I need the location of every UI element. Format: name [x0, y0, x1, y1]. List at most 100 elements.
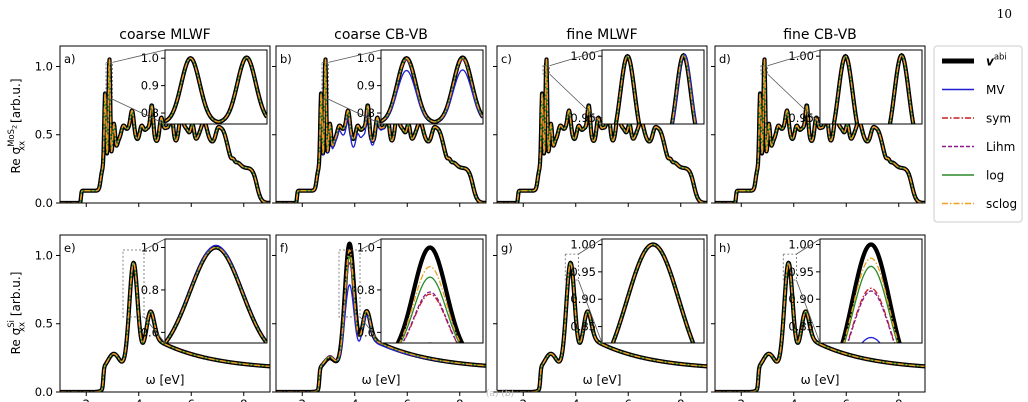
legend-label-text: MV [986, 83, 1005, 97]
x-tick-label: 2 [520, 397, 527, 402]
panel-label: d) [719, 52, 731, 66]
inset-y-tick-label: 0.6 [357, 325, 375, 339]
zoom-box [321, 61, 329, 100]
inset-y-tick-label: 1.00 [788, 237, 814, 251]
x-tick-label: 2 [299, 397, 306, 402]
panel-g: 2 4 6 8 g) 1.00 0.95 0.90 0.85 [493, 234, 708, 402]
legend-label-text: Lihm [986, 140, 1015, 154]
x-tick-label: 2 [738, 397, 745, 402]
inset-series-sclog [165, 56, 267, 123]
y-axis-label-bottom: Re σSixx [arb.u.] [7, 272, 28, 355]
inset-y-tick-label: 0.95 [570, 265, 596, 279]
legend-label-text: v [986, 55, 995, 69]
inset-frame [601, 49, 705, 125]
x-tick-label: 4 [572, 397, 579, 402]
y-tick-label: 0.0 [35, 385, 53, 399]
inset-frame [601, 238, 705, 344]
zoom-connector [767, 73, 821, 125]
column-title-2: coarse CB-VB [334, 27, 428, 43]
inset-series-log [399, 276, 461, 343]
inset: 1.00 0.95 [570, 49, 705, 125]
x-tick-label: 4 [351, 397, 358, 402]
inset-series-sclog [843, 257, 899, 343]
panel-b: b) 1.00.90.8 [272, 45, 487, 207]
legend-label: sclog [986, 197, 1017, 211]
x-tick-label: 6 [404, 397, 411, 402]
legend-label: sym [986, 112, 1011, 126]
column-title-3: fine MLWF [566, 27, 637, 43]
zoom-connector [578, 238, 603, 255]
legend-entry-sym: sym [942, 112, 1011, 126]
panel-frame [59, 234, 271, 393]
legend-label-text: sclog [986, 197, 1017, 211]
legend-entry-log: log [942, 169, 1004, 183]
zoom-connector [767, 49, 821, 67]
inset-y-tick-label: 0.8 [141, 106, 159, 120]
zoom-connector [143, 238, 166, 251]
inset: 1.0 0.8 0.6 [357, 238, 484, 344]
inset-frame [819, 49, 923, 125]
inset-y-tick-label: 0.85 [788, 320, 814, 334]
legend-entry-sclog: sclog [942, 197, 1017, 211]
inset-series-lihm [847, 290, 895, 343]
x-tick-label: 8 [677, 397, 684, 402]
inset-curves [840, 242, 902, 343]
series-line-sclog [715, 58, 925, 203]
inset-series-sclog [833, 54, 914, 124]
x-tick-label: 6 [188, 397, 195, 402]
inset-frame [380, 238, 484, 344]
zoom-box [760, 65, 768, 75]
zoom-connector [359, 316, 382, 344]
panel-frame [714, 45, 926, 204]
inset-curves [381, 55, 483, 124]
inset-y-tick-label: 0.9 [357, 79, 375, 93]
zoom-connector [359, 238, 382, 251]
x-tick-label: 6 [625, 397, 632, 402]
x-tick-label: 8 [456, 397, 463, 402]
inset-y-tick-label: 0.8 [357, 283, 375, 297]
zoom-connector [112, 49, 166, 63]
legend-entry-v: vabi [942, 53, 1007, 69]
caption: (a) (b) [486, 388, 514, 399]
inset-y-tick-label: 1.0 [357, 240, 375, 254]
zoom-box [782, 253, 797, 281]
panel-label: h) [719, 241, 731, 255]
legend-label: log [986, 169, 1004, 183]
y-tick-label: 1.0 [35, 248, 53, 262]
panel-label: b) [280, 52, 292, 66]
y-tick-label: 0.5 [35, 128, 53, 142]
inset-frame [164, 49, 268, 125]
inset: 1.0 0.8 0.6 [141, 238, 268, 344]
legend-box [933, 45, 1023, 223]
zoom-connector [328, 49, 382, 63]
inset-series-log [843, 265, 899, 343]
panel-label: a) [64, 52, 76, 66]
panel-frame [59, 45, 271, 204]
x-axis-label: ω [eV] [583, 373, 622, 387]
column-title-1: coarse MLWF [119, 27, 210, 43]
y-axis-label-top: Re σMoS2 xx [arb.u.] [7, 78, 28, 173]
inset-y-tick-label: 0.95 [570, 111, 596, 125]
panel-frame [714, 234, 926, 393]
legend-entry-mv: MV [942, 83, 1005, 97]
panel-label: f) [280, 241, 289, 255]
inset-y-tick-label: 1.0 [141, 240, 159, 254]
zoom-box [105, 61, 113, 100]
inset-y-tick-label: 0.8 [357, 106, 375, 120]
x-tick-label: 4 [135, 397, 142, 402]
y-label-suffix: [arb.u.] [9, 78, 23, 126]
y-label-sub: xx [18, 322, 28, 332]
y-label-sup: Si [7, 320, 17, 328]
inset-y-tick-label: 0.85 [570, 320, 596, 334]
y-label-prefix: Re σ [9, 327, 23, 354]
zoom-connector [796, 279, 821, 344]
inset-series-sym [846, 287, 896, 343]
inset-y-tick-label: 0.95 [788, 111, 814, 125]
y-tick-label: 1.0 [35, 59, 53, 73]
inset-frame [380, 49, 484, 125]
series-line-sclog [60, 58, 270, 203]
zoom-connector [796, 238, 821, 255]
legend-label: vabi [986, 53, 1007, 69]
panel-a: 0.00.51.0a) 1.00.90.8 [35, 45, 271, 210]
